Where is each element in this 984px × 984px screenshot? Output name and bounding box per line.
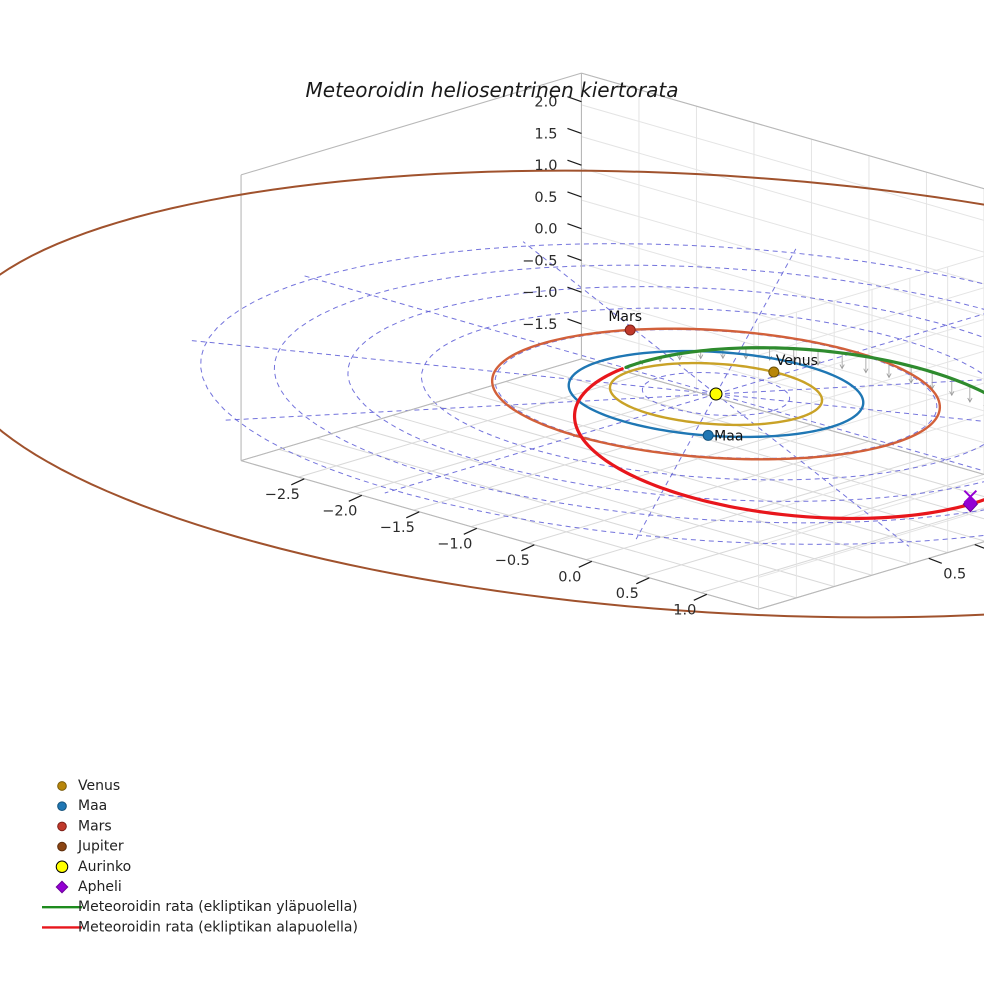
legend-label[interactable]: Meteoroidin rata (ekliptikan alapuolella… <box>78 919 358 935</box>
orbit-mars <box>490 327 942 461</box>
axes-panes <box>240 72 984 610</box>
axis-tick-label: 1.0 <box>534 158 557 174</box>
ecliptic-polar-grid <box>191 241 984 547</box>
dropline-arrow <box>720 354 726 360</box>
plot-title-group: Meteoroidin heliosentrinen kiertorata <box>306 78 679 102</box>
legend-label[interactable]: Jupiter <box>77 839 124 855</box>
meteoroid-orbit-above <box>640 346 984 395</box>
page-title: Meteoroidin heliosentrinen kiertorata <box>306 78 679 102</box>
dropline-arrow <box>743 354 749 360</box>
legend-label[interactable]: Venus <box>78 778 120 794</box>
dropline-arrow <box>698 354 704 360</box>
axis-tick-label: 0.5 <box>943 566 966 582</box>
axis-tick-label: −1.5 <box>522 317 557 333</box>
orbit-maa <box>567 349 865 439</box>
orbit-venus <box>608 361 824 427</box>
axis-tick-label: 0.0 <box>558 569 581 585</box>
body-marker-venus <box>768 366 780 378</box>
aphelion-projection-x-icon <box>963 490 978 504</box>
meteoroid-orbit-above <box>624 360 644 369</box>
axis-tick-labels: −2.5 −2.0 −1.5 −1.0 −0.5 0.0 0.5 1.0 0.5 1.0 1.5 2.… <box>265 95 967 619</box>
body-marker-aurinko <box>709 387 723 401</box>
legend-marker-aurinko <box>55 860 69 874</box>
body-marker-mars <box>624 324 636 336</box>
dropline-arrow <box>949 391 955 397</box>
legend-marker-apheli <box>55 880 69 894</box>
dropline-arrow <box>967 397 973 403</box>
dropline-arrow <box>886 373 892 379</box>
legend-marker-maa <box>57 801 67 812</box>
orbit-jupiter <box>0 169 984 619</box>
axis-tick-label: −0.5 <box>495 553 530 569</box>
meteoroid-orbit-below <box>572 367 984 521</box>
axis-tick-label: −0.5 <box>522 253 557 269</box>
dropline-arrow <box>815 360 821 366</box>
axis-spines <box>240 72 984 610</box>
axis-tick-label: −2.5 <box>265 487 300 503</box>
axis-tick-label: 2.0 <box>534 95 557 111</box>
axis-tick-label: −1.0 <box>522 285 557 301</box>
planet-orbits <box>0 169 984 619</box>
legend-marker-jupiter <box>57 841 67 852</box>
axis-tick-label: −1.5 <box>380 520 415 536</box>
celestial-bodies: Mars Venus Maa <box>608 309 979 513</box>
body-marker-maa <box>702 429 714 441</box>
axis-tick-label: 0.0 <box>534 222 557 238</box>
axis-tick-label: 1.0 <box>673 602 696 618</box>
legend-marker-venus <box>57 781 67 791</box>
dropline-arrow <box>677 355 683 361</box>
axis-tick-label: −2.0 <box>322 503 357 519</box>
axis-tick-label: 1.5 <box>534 126 557 142</box>
legend[interactable]: Venus Maa Mars Jupiter Aurinko Apheli Meteoroi… <box>42 778 358 935</box>
meteoroid-orbit <box>572 346 984 521</box>
legend-label[interactable]: Mars <box>78 818 112 834</box>
body-label: Maa <box>714 428 743 444</box>
body-label: Venus <box>776 353 818 369</box>
axis-tick-label: 0.5 <box>616 586 639 602</box>
axis-ticks <box>291 96 984 601</box>
legend-label[interactable]: Meteoroidin rata (ekliptikan yläpuolella… <box>78 899 358 915</box>
axis-tick-label: −1.0 <box>437 536 472 552</box>
legend-label[interactable]: Maa <box>78 798 107 814</box>
dropline-arrow <box>863 368 869 374</box>
dropline-arrow <box>908 378 914 384</box>
axis-tick-label: 0.5 <box>534 190 557 206</box>
legend-marker-mars <box>57 821 67 832</box>
legend-label[interactable]: Aurinko <box>78 859 131 875</box>
legend-label[interactable]: Apheli <box>78 879 122 895</box>
body-label: Mars <box>608 309 642 325</box>
dropline-arrow <box>839 364 845 370</box>
